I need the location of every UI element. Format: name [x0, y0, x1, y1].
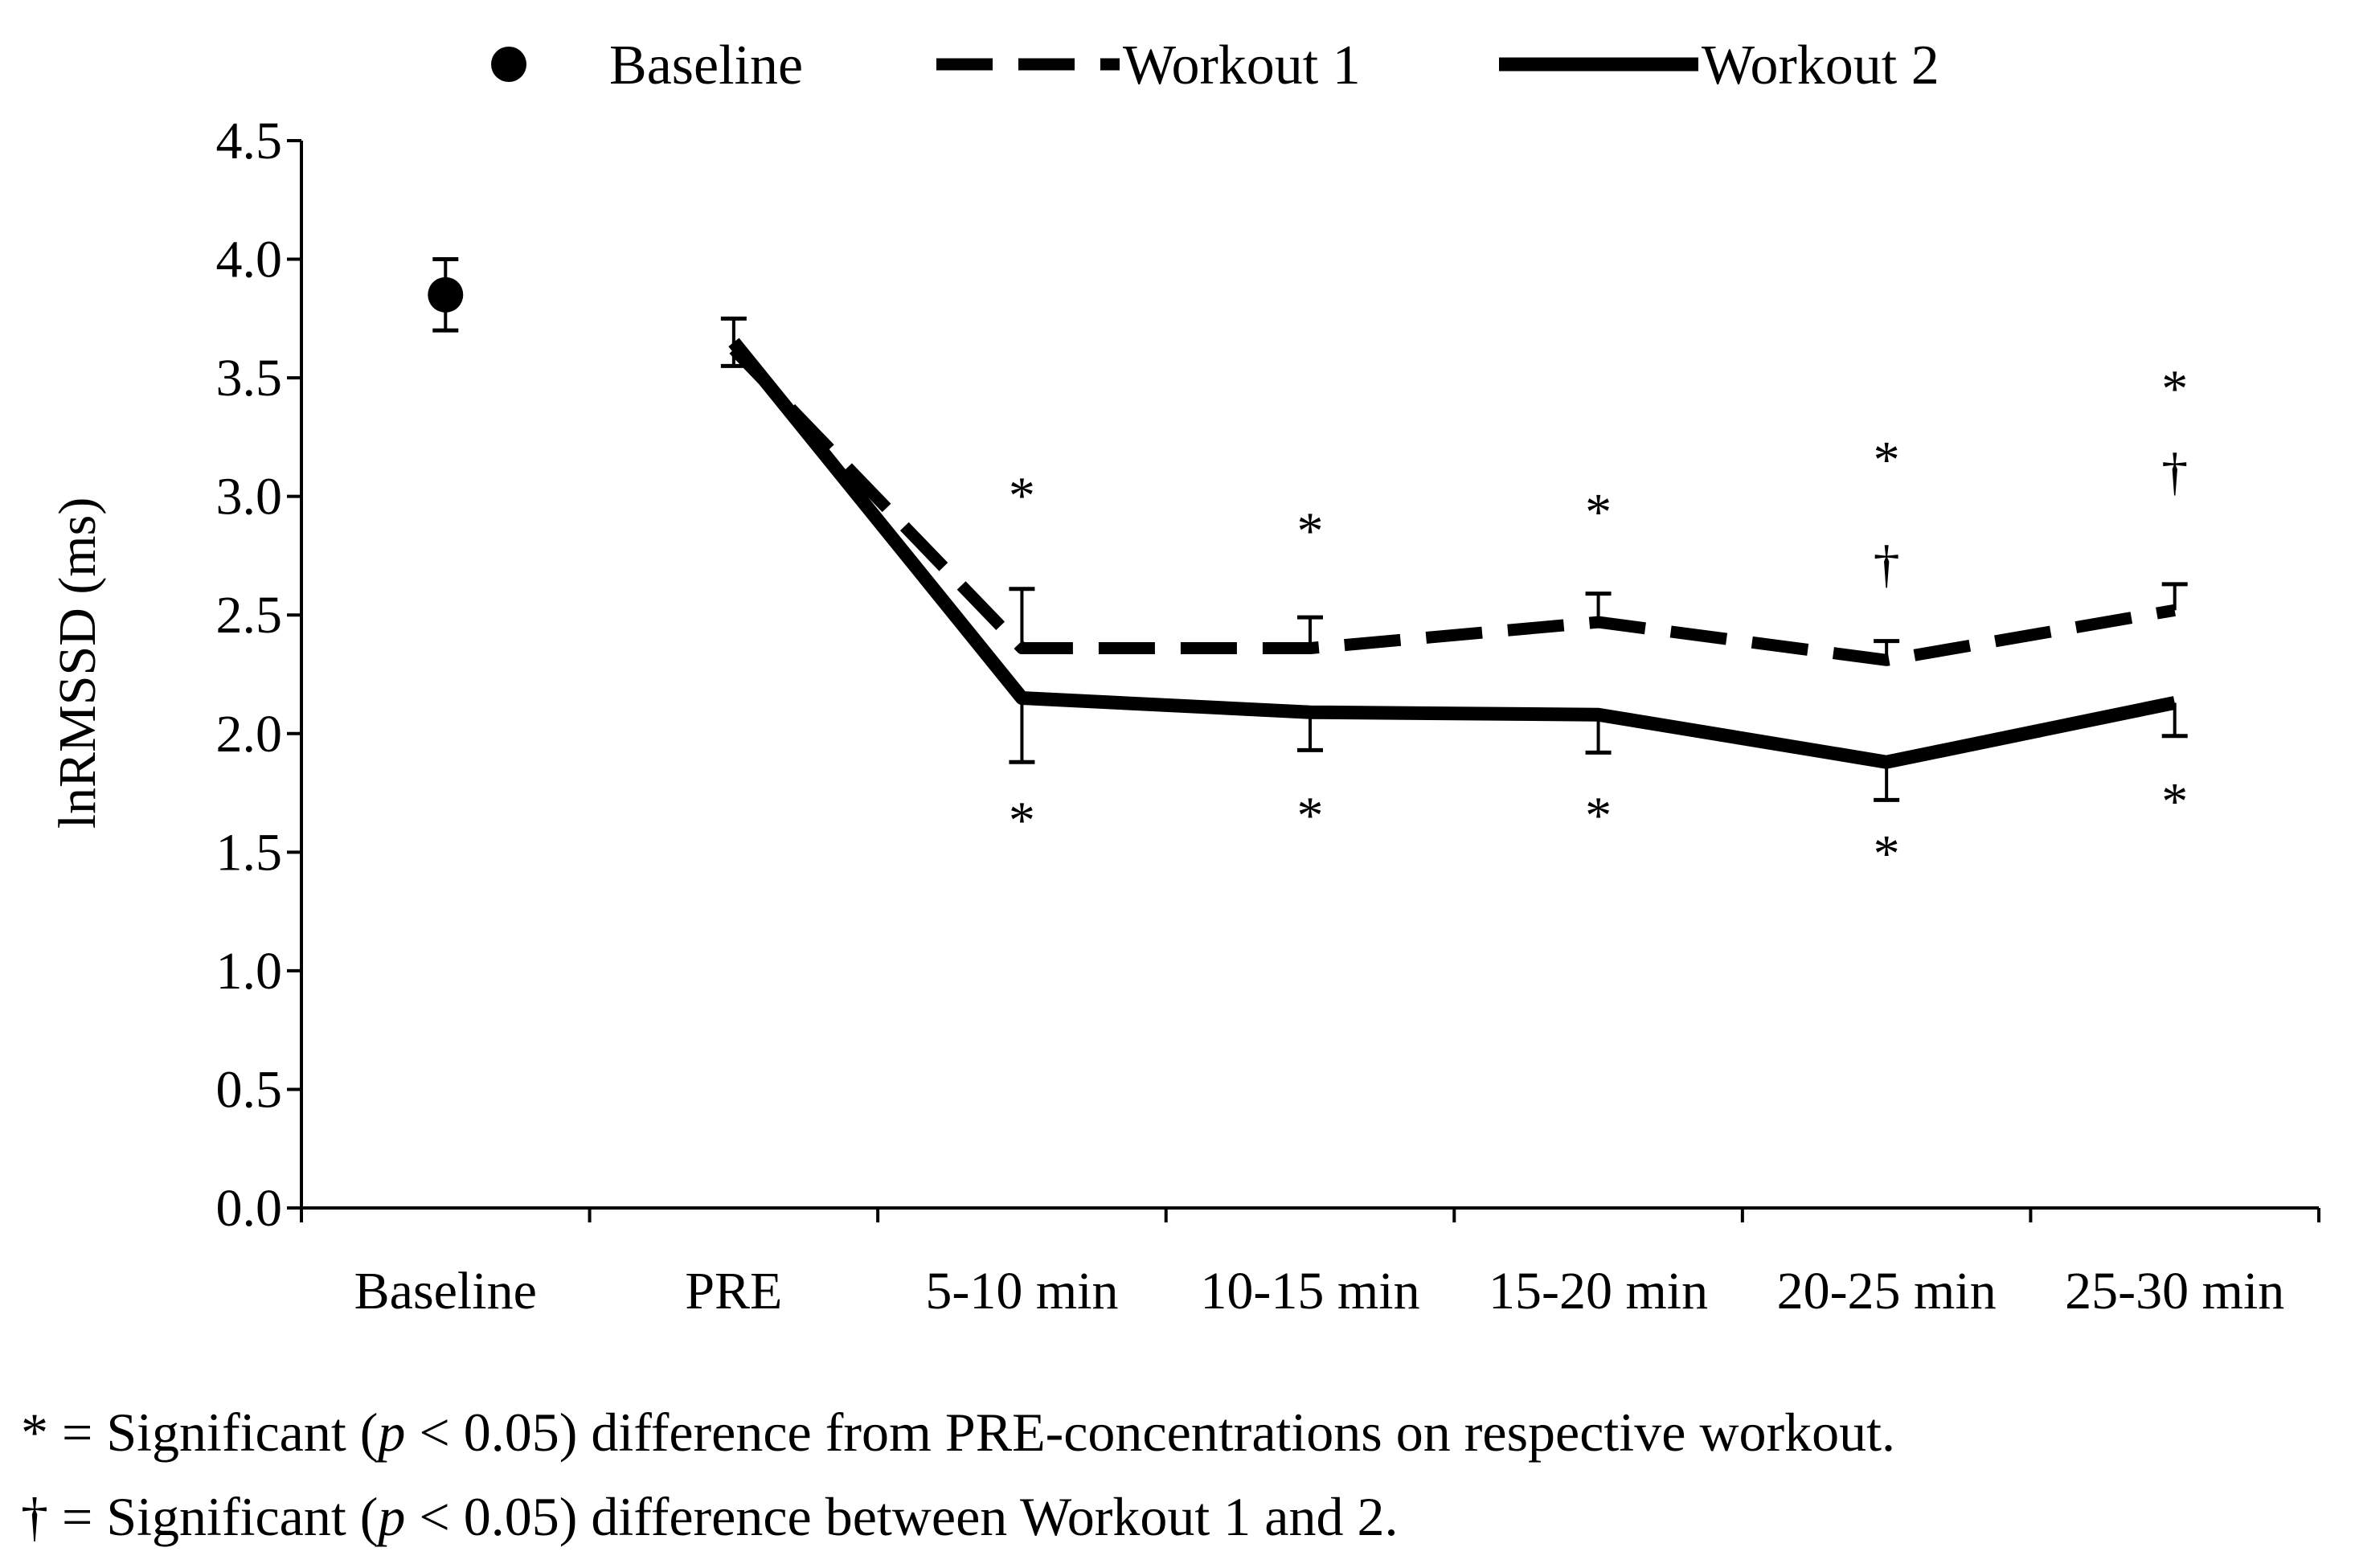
footnote-1-prefix: * = Significant (	[21, 1402, 379, 1463]
y-tick-label: 3.0	[216, 468, 283, 526]
significance-marker: *	[1297, 787, 1324, 845]
x-tick-label: 20-25 min	[1777, 1262, 1997, 1320]
y-tick-label: 2.0	[216, 705, 283, 764]
significance-marker: *	[1009, 466, 1035, 525]
x-tick-label: Baseline	[354, 1262, 537, 1320]
y-tick-label: 3.5	[216, 349, 283, 407]
footnote-1-p: p	[378, 1402, 406, 1463]
chart-annotations: * * * * † * † * * * * *	[1009, 360, 2188, 883]
significance-marker: *	[1874, 825, 1900, 883]
significance-marker: *	[2161, 772, 2188, 831]
footnote-significance-workouts: † = Significant (p < 0.05) difference be…	[21, 1489, 1398, 1544]
y-tick-label: 4.0	[216, 231, 283, 289]
footnote-2-suffix: < 0.05) difference between Workout 1 and…	[405, 1486, 1399, 1547]
significance-marker: *	[1297, 502, 1324, 561]
x-tick-label: 25-30 min	[2065, 1262, 2284, 1320]
series-baseline	[428, 257, 464, 333]
y-axis-label: lnRMSSD (ms)	[48, 497, 107, 829]
legend-marker-baseline	[491, 47, 526, 82]
x-tick-label: 10-15 min	[1200, 1262, 1419, 1320]
significance-marker: *	[1585, 483, 1612, 542]
significance-marker: *	[1874, 431, 1900, 489]
y-tick-label: 4.5	[216, 112, 283, 170]
y-tick-label: 2.5	[216, 586, 283, 645]
chart-axes: 0.0 0.5 1.0 1.5 2.0 2.5 3.0 3.5 4.0 4.5 Baseline PR…	[216, 112, 2320, 1320]
significance-marker: *	[1009, 792, 1035, 850]
significance-marker: †	[2161, 443, 2188, 502]
y-tick-label: 1.0	[216, 942, 283, 1001]
significance-marker: †	[1874, 535, 1900, 594]
legend-label: Baseline	[609, 35, 803, 96]
series-line	[729, 345, 2176, 666]
x-tick-label: PRE	[685, 1262, 782, 1320]
y-tick-label: 1.5	[216, 823, 283, 882]
x-tick-label: 5-10 min	[925, 1262, 1118, 1320]
y-tick-label: 0.0	[216, 1179, 283, 1238]
series-workout-2	[720, 338, 2188, 802]
chart-legend: Baseline Workout 1 Workout 2	[491, 35, 1939, 96]
footnote-2-prefix: † = Significant (	[21, 1486, 379, 1547]
series-line	[728, 338, 2177, 769]
legend-label: Workout 2	[1702, 35, 1939, 96]
series-workout-1	[720, 316, 2188, 666]
y-tick-label: 0.5	[216, 1060, 283, 1119]
significance-marker: *	[2161, 360, 2188, 419]
footnote-1-suffix: < 0.05) difference from PRE-concentratio…	[405, 1402, 1896, 1463]
data-point	[428, 276, 464, 313]
x-tick-label: 15-20 min	[1489, 1262, 1708, 1320]
footnote-significance-pre: * = Significant (p < 0.05) difference fr…	[21, 1405, 1895, 1460]
significance-marker: *	[1585, 787, 1612, 845]
line-chart: Baseline Workout 1 Workout 2 0.0 0.5 1.0 1.5 2…	[48, 35, 2320, 1320]
chart-series	[428, 257, 2188, 802]
legend-label: Workout 1	[1123, 35, 1361, 96]
footnote-2-p: p	[378, 1486, 406, 1547]
